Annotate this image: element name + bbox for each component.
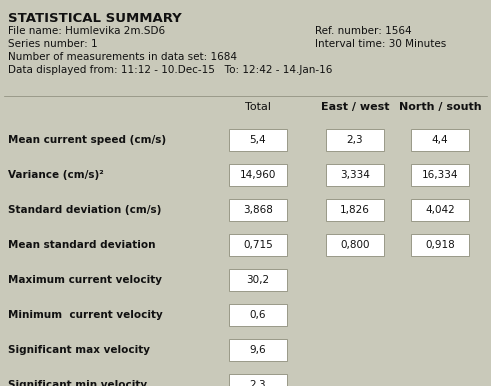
Bar bbox=[229, 129, 287, 151]
Bar bbox=[411, 234, 469, 256]
Text: Interval time: 30 Minutes: Interval time: 30 Minutes bbox=[315, 39, 446, 49]
Bar bbox=[411, 164, 469, 186]
Bar bbox=[326, 234, 384, 256]
Bar bbox=[229, 234, 287, 256]
Bar bbox=[229, 304, 287, 326]
Bar bbox=[229, 164, 287, 186]
Text: 14,960: 14,960 bbox=[240, 170, 276, 180]
Text: Mean current speed (cm/s): Mean current speed (cm/s) bbox=[8, 135, 166, 145]
Text: STATISTICAL SUMMARY: STATISTICAL SUMMARY bbox=[8, 12, 182, 25]
Bar bbox=[326, 199, 384, 221]
Bar bbox=[229, 199, 287, 221]
Bar bbox=[229, 339, 287, 361]
Text: 3,868: 3,868 bbox=[243, 205, 273, 215]
Text: File name: Humlevika 2m.SD6: File name: Humlevika 2m.SD6 bbox=[8, 26, 165, 36]
Bar bbox=[229, 374, 287, 386]
Text: Maximum current velocity: Maximum current velocity bbox=[8, 275, 162, 285]
Text: North / south: North / south bbox=[399, 102, 481, 112]
Text: 0,918: 0,918 bbox=[425, 240, 455, 250]
Text: Data displayed from: 11:12 - 10.Dec-15   To: 12:42 - 14.Jan-16: Data displayed from: 11:12 - 10.Dec-15 T… bbox=[8, 65, 332, 75]
Text: 0,800: 0,800 bbox=[340, 240, 370, 250]
Text: 4,042: 4,042 bbox=[425, 205, 455, 215]
Text: 3,334: 3,334 bbox=[340, 170, 370, 180]
Text: Number of measurements in data set: 1684: Number of measurements in data set: 1684 bbox=[8, 52, 237, 62]
Text: Series number: 1: Series number: 1 bbox=[8, 39, 98, 49]
Text: 9,6: 9,6 bbox=[250, 345, 266, 355]
Text: Standard deviation (cm/s): Standard deviation (cm/s) bbox=[8, 205, 162, 215]
Text: 1,826: 1,826 bbox=[340, 205, 370, 215]
Text: Variance (cm/s)²: Variance (cm/s)² bbox=[8, 170, 104, 180]
Text: 5,4: 5,4 bbox=[250, 135, 266, 145]
Text: 2,3: 2,3 bbox=[347, 135, 363, 145]
Text: 4,4: 4,4 bbox=[432, 135, 448, 145]
Text: 0,6: 0,6 bbox=[250, 310, 266, 320]
Text: Ref. number: 1564: Ref. number: 1564 bbox=[315, 26, 411, 36]
Text: Significant min velocity: Significant min velocity bbox=[8, 380, 147, 386]
Text: 16,334: 16,334 bbox=[422, 170, 458, 180]
Bar bbox=[326, 164, 384, 186]
Text: 30,2: 30,2 bbox=[246, 275, 270, 285]
Bar bbox=[229, 269, 287, 291]
Text: East / west: East / west bbox=[321, 102, 389, 112]
Text: Mean standard deviation: Mean standard deviation bbox=[8, 240, 156, 250]
Text: Total: Total bbox=[245, 102, 271, 112]
Bar bbox=[411, 129, 469, 151]
Text: 0,715: 0,715 bbox=[243, 240, 273, 250]
Text: Minimum  current velocity: Minimum current velocity bbox=[8, 310, 163, 320]
Text: Significant max velocity: Significant max velocity bbox=[8, 345, 150, 355]
Bar bbox=[326, 129, 384, 151]
Bar bbox=[411, 199, 469, 221]
Text: 2,3: 2,3 bbox=[250, 380, 266, 386]
